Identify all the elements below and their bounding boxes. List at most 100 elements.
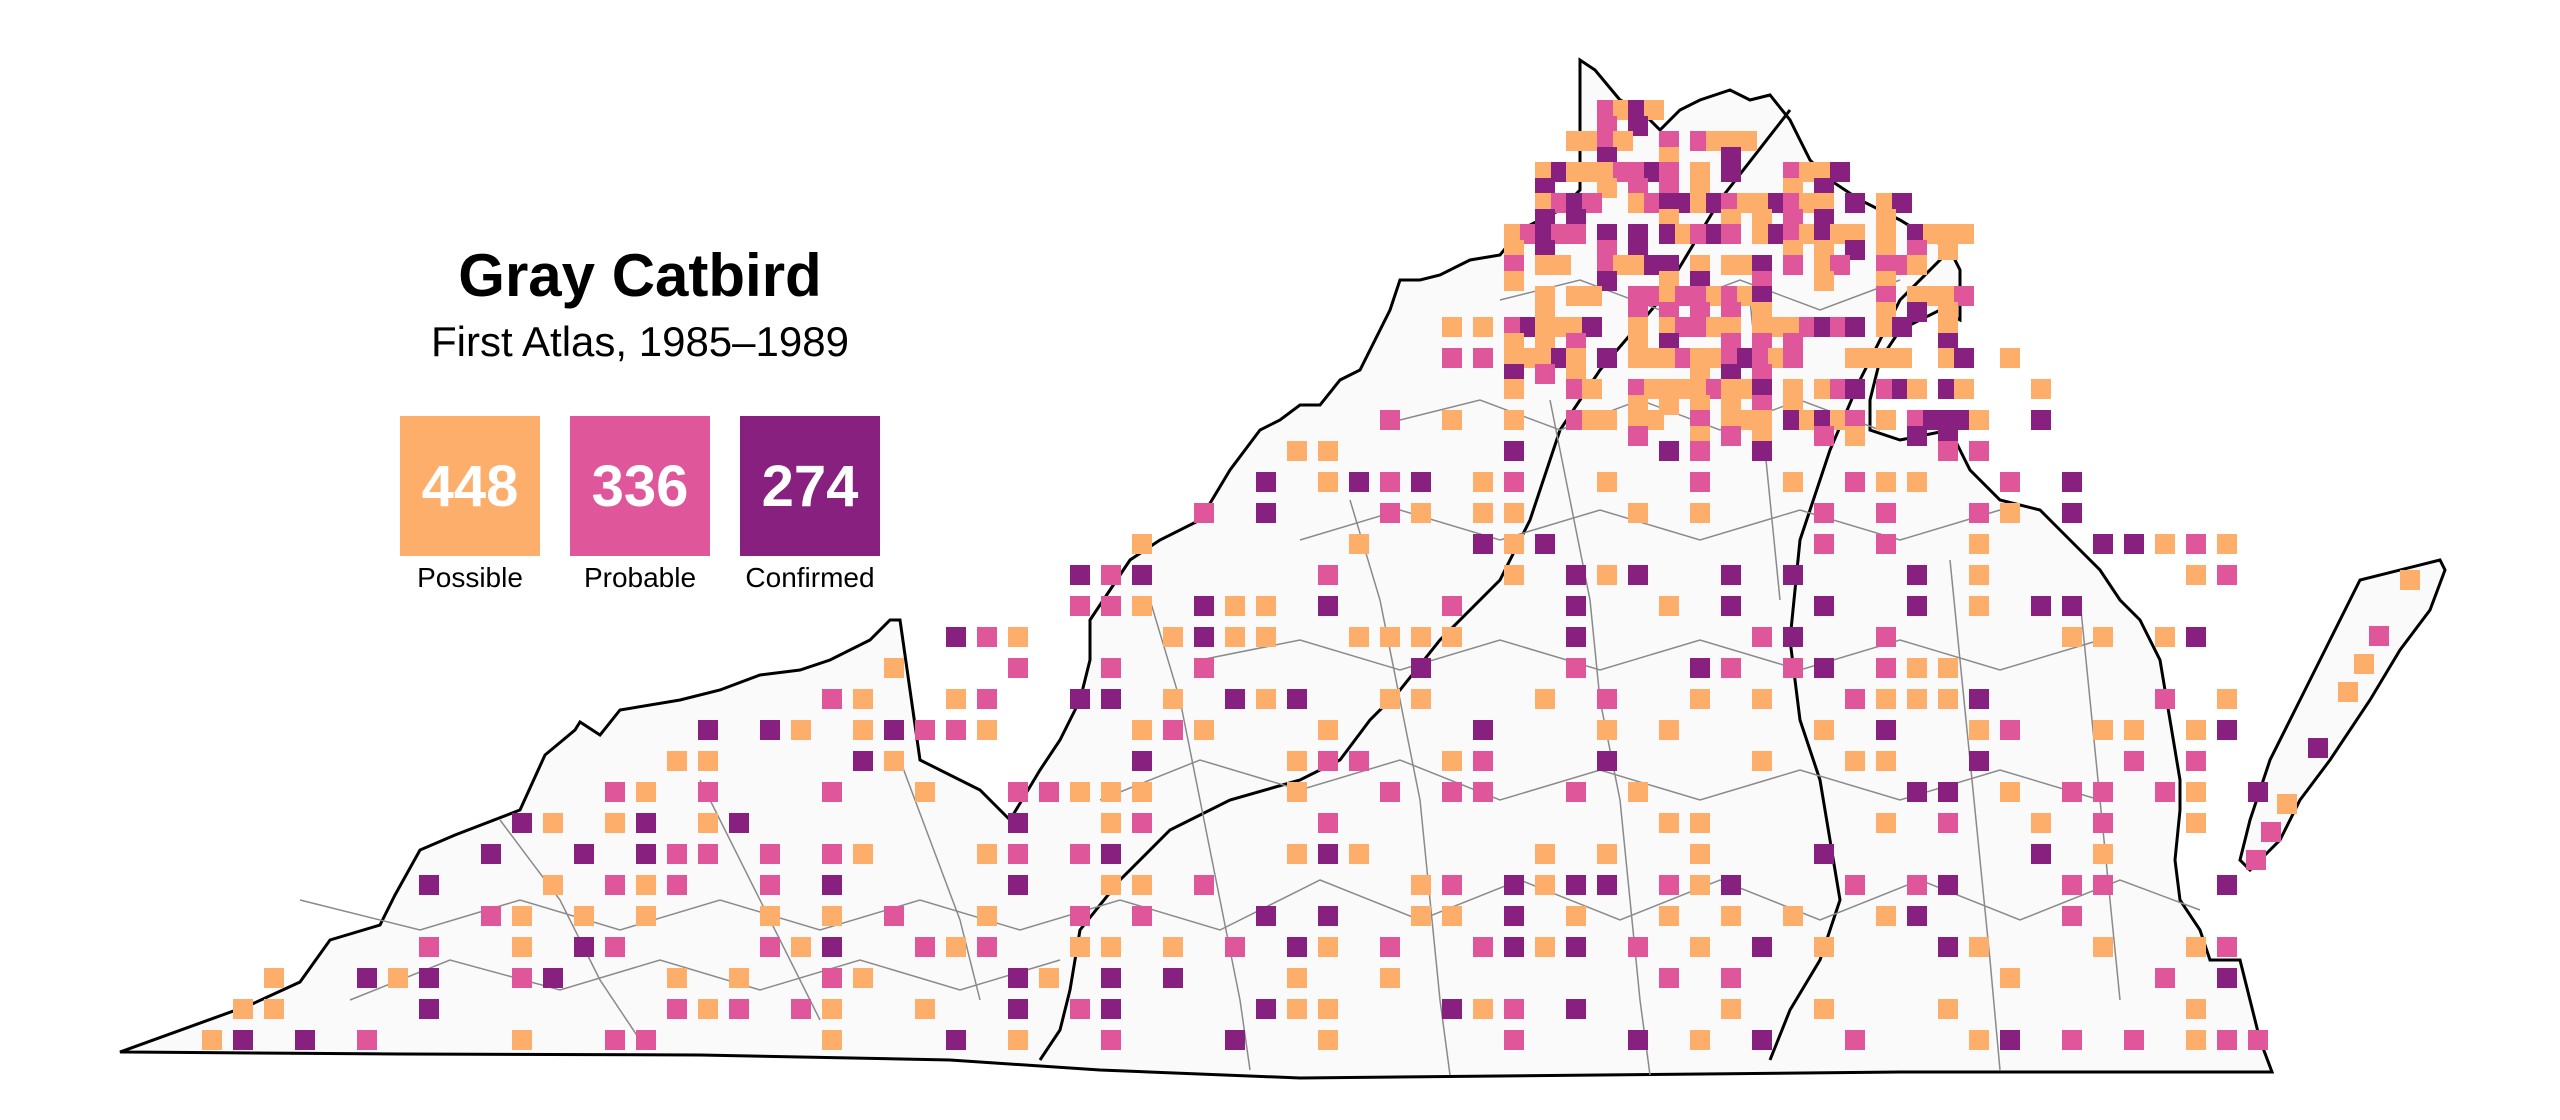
atlas-block: [1318, 844, 1338, 864]
atlas-block: [1690, 255, 1710, 275]
atlas-block: [1349, 472, 1369, 492]
atlas-block: [1814, 193, 1834, 213]
atlas-block: [1473, 937, 1493, 957]
atlas-block: [1907, 596, 1927, 616]
atlas-block: [1101, 937, 1121, 957]
atlas-block: [2186, 782, 2206, 802]
atlas-block: [1225, 596, 1245, 616]
atlas-block: [1597, 472, 1617, 492]
atlas-block: [1783, 906, 1803, 926]
atlas-block: [822, 1030, 842, 1050]
atlas-block: [1535, 193, 1555, 213]
atlas-block: [1101, 689, 1121, 709]
map-subtitle: First Atlas, 1985–1989: [431, 318, 849, 365]
atlas-block: [636, 844, 656, 864]
atlas-block: [1938, 937, 1958, 957]
atlas-block: [1194, 875, 1214, 895]
atlas-block: [1132, 534, 1152, 554]
atlas-block: [1008, 627, 1028, 647]
atlas-block: [1737, 131, 1757, 151]
atlas-block: [1163, 689, 1183, 709]
atlas-block: [1132, 782, 1152, 802]
atlas-block: [698, 813, 718, 833]
atlas-block: [667, 968, 687, 988]
atlas-block: [605, 875, 625, 895]
atlas-block: [1938, 348, 1958, 368]
atlas-block: [729, 999, 749, 1019]
atlas-block: [791, 999, 811, 1019]
atlas-block: [1504, 379, 1524, 399]
atlas-block: [1628, 565, 1648, 585]
atlas-block: [636, 906, 656, 926]
atlas-block: [853, 968, 873, 988]
atlas-block: [2000, 503, 2020, 523]
atlas-block: [2155, 627, 2175, 647]
atlas-block: [1597, 255, 1617, 275]
atlas-block: [1954, 379, 1974, 399]
atlas-block: [1969, 1030, 1989, 1050]
atlas-block: [915, 720, 935, 740]
atlas-block: [1287, 441, 1307, 461]
atlas-block: [1876, 410, 1896, 430]
atlas-block: [1814, 503, 1834, 523]
atlas-block: [2062, 472, 2082, 492]
atlas-block: [1752, 317, 1772, 337]
atlas-block: [729, 968, 749, 988]
atlas-block: [1411, 906, 1431, 926]
atlas-block: [1783, 348, 1803, 368]
atlas-block: [1752, 937, 1772, 957]
atlas-block: [1876, 751, 1896, 771]
atlas-block: [605, 813, 625, 833]
atlas-block: [1690, 286, 1710, 306]
atlas-block: [1876, 317, 1896, 337]
atlas-block: [1473, 348, 1493, 368]
atlas-block: [1690, 658, 1710, 678]
atlas-block: [1845, 472, 1865, 492]
legend-item-probable: 336 Probable: [570, 416, 710, 594]
atlas-block: [698, 999, 718, 1019]
atlas-block: [1132, 565, 1152, 585]
atlas-block: [2217, 1030, 2237, 1050]
atlas-block: [1411, 503, 1431, 523]
atlas-block: [543, 968, 563, 988]
atlas-block: [1752, 410, 1772, 430]
atlas-block: [1008, 813, 1028, 833]
atlas-block: [1969, 596, 1989, 616]
atlas-block: [512, 906, 532, 926]
atlas-block: [1194, 658, 1214, 678]
atlas-block: [1845, 751, 1865, 771]
atlas-block: [1628, 937, 1648, 957]
atlas-block: [2186, 565, 2206, 585]
atlas-block: [2000, 720, 2020, 740]
atlas-block: [1551, 255, 1571, 275]
atlas-block: [605, 782, 625, 802]
atlas-block: [1504, 503, 1524, 523]
atlas-block: [1628, 426, 1648, 446]
atlas-block: [1814, 379, 1834, 399]
atlas-block: [2248, 1030, 2268, 1050]
atlas-block: [1008, 844, 1028, 864]
atlas-block: [1644, 410, 1664, 430]
atlas-block: [1814, 317, 1834, 337]
atlas-block: [1969, 720, 1989, 740]
atlas-block: [1907, 379, 1927, 399]
atlas-block: [1628, 286, 1648, 306]
atlas-block: [1473, 534, 1493, 554]
atlas-block: [1101, 596, 1121, 616]
atlas-block: [1752, 255, 1772, 275]
atlas-block: [1876, 658, 1896, 678]
atlas-block: [1101, 968, 1121, 988]
atlas-block: [884, 720, 904, 740]
atlas-block: [1845, 224, 1865, 244]
atlas-block: [1659, 441, 1679, 461]
atlas-block: [1907, 410, 1927, 430]
atlas-block: [1287, 782, 1307, 802]
atlas-block: [419, 999, 439, 1019]
atlas-block: [1845, 1030, 1865, 1050]
atlas-block: [1659, 875, 1679, 895]
atlas-block: [1101, 1030, 1121, 1050]
atlas-block: [1566, 410, 1586, 430]
atlas-block: [1473, 751, 1493, 771]
atlas-block: [1380, 689, 1400, 709]
atlas-block: [419, 875, 439, 895]
